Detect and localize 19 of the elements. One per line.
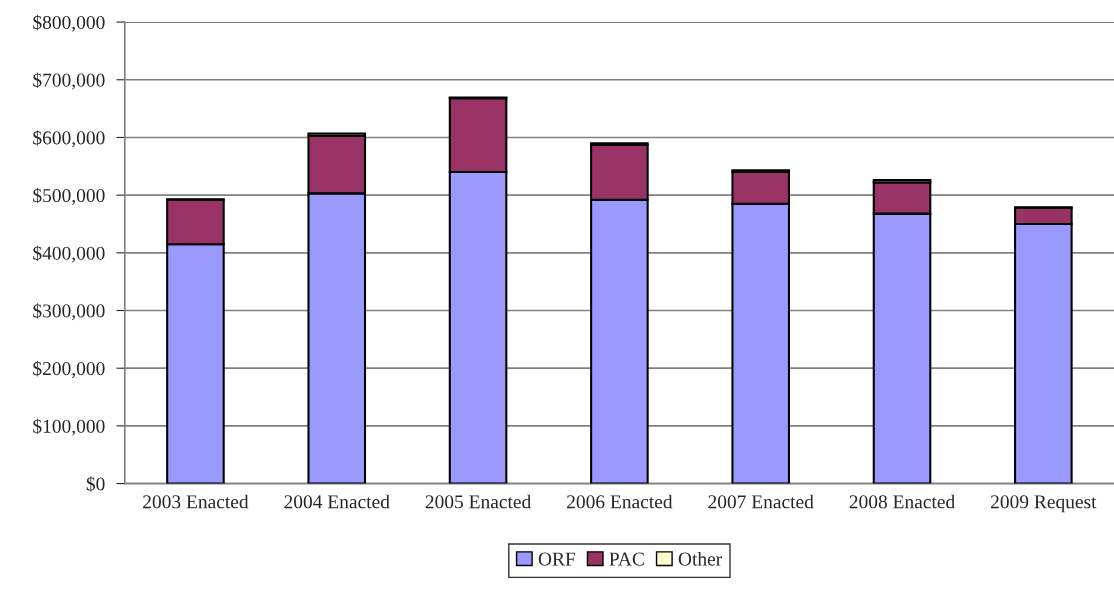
x-tick-label: 2009 Request — [991, 495, 1097, 513]
y-tick-label: $500,000 — [33, 187, 105, 205]
y-tick-label: $300,000 — [33, 303, 105, 321]
y-tick-label: $100,000 — [33, 418, 105, 436]
y-tick-label: $0 — [86, 476, 105, 492]
x-tick-label: 2007 Enacted — [708, 494, 814, 509]
x-tick-label: 2008 Enacted — [849, 494, 955, 509]
x-tick-label: 2003 Enacted — [143, 494, 249, 509]
y-tick-label: $200,000 — [33, 360, 105, 378]
legend-label: ORF — [538, 552, 576, 566]
legend-label: Other — [678, 551, 723, 566]
y-tick-label: $400,000 — [33, 245, 105, 263]
y-tick-label: $600,000 — [33, 130, 105, 148]
legend-label: PAC — [609, 552, 644, 566]
y-tick-label: $800,000 — [33, 14, 105, 32]
y-tick-label: $700,000 — [33, 72, 105, 90]
x-tick-label: 2006 Enacted — [567, 494, 673, 509]
x-tick-label: 2004 Enacted — [284, 494, 390, 509]
x-tick-label: 2005 Enacted — [425, 494, 532, 509]
